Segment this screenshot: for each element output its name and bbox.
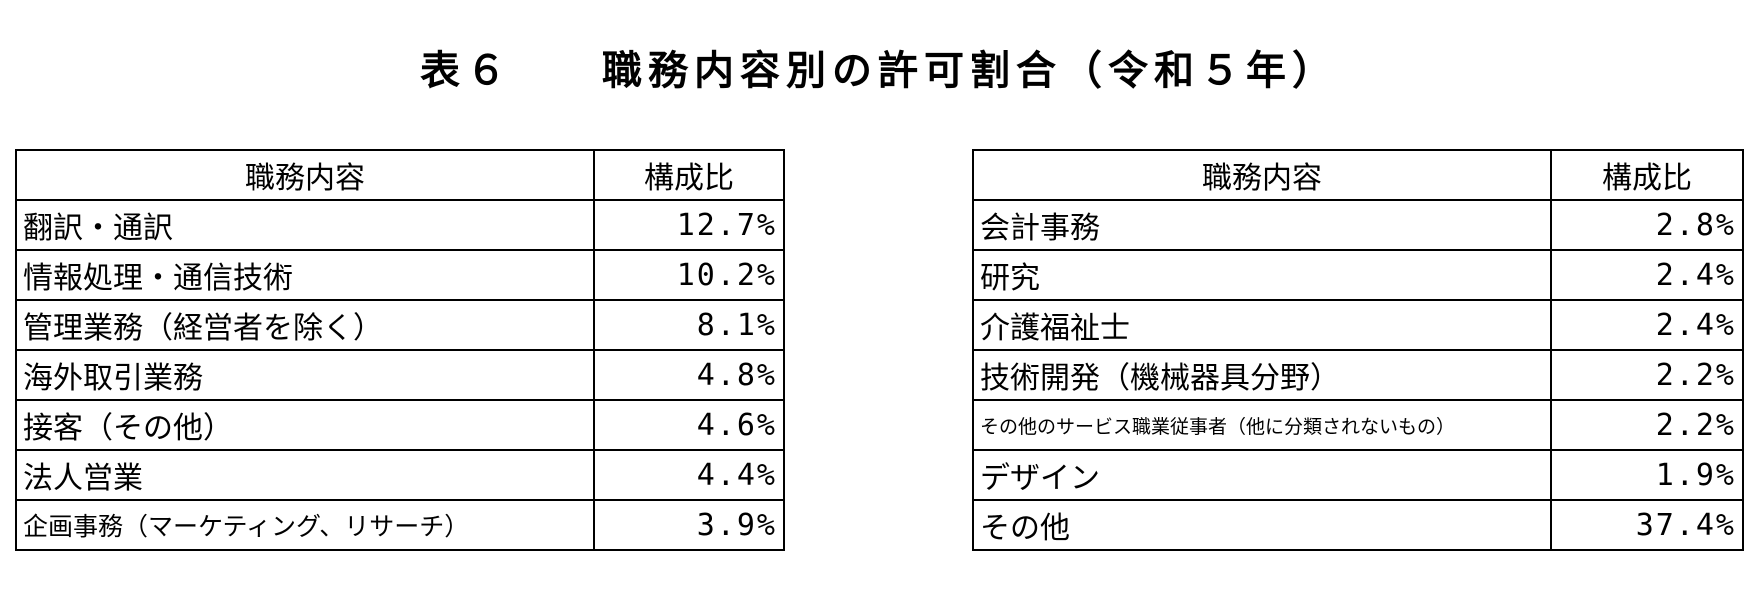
job-cell: 研究	[972, 249, 1552, 301]
job-cell: 接客（その他）	[15, 399, 595, 451]
ratio-cell: 2.2%	[1550, 399, 1744, 451]
ratio-cell: 3.9%	[593, 499, 785, 551]
job-cell: 管理業務（経営者を除く）	[15, 299, 595, 351]
table-row: その他 37.4%	[972, 499, 1744, 551]
table-row: 翻訳・通訳 12.7%	[15, 199, 785, 251]
page-title: 表６ 職務内容別の許可割合（令和５年）	[0, 38, 1758, 96]
job-cell: 情報処理・通信技術	[15, 249, 595, 301]
header-row: 職務内容 構成比	[15, 149, 785, 201]
header-job: 職務内容	[972, 149, 1552, 201]
job-cell: デザイン	[972, 449, 1552, 501]
ratio-cell: 2.8%	[1550, 199, 1744, 251]
table-row: 介護福祉士 2.4%	[972, 299, 1744, 351]
header-ratio: 構成比	[593, 149, 785, 201]
header-job: 職務内容	[15, 149, 595, 201]
ratio-cell: 8.1%	[593, 299, 785, 351]
ratio-cell: 37.4%	[1550, 499, 1744, 551]
ratio-cell: 1.9%	[1550, 449, 1744, 501]
table-row: 法人営業 4.4%	[15, 449, 785, 501]
header-row: 職務内容 構成比	[972, 149, 1744, 201]
ratio-cell: 2.4%	[1550, 249, 1744, 301]
job-cell: 企画事務（マーケティング、リサーチ）	[15, 499, 595, 551]
table-row: 情報処理・通信技術 10.2%	[15, 249, 785, 301]
ratio-cell: 4.4%	[593, 449, 785, 501]
job-cell: 介護福祉士	[972, 299, 1552, 351]
table-row: 管理業務（経営者を除く） 8.1%	[15, 299, 785, 351]
table-row: 研究 2.4%	[972, 249, 1744, 301]
job-cell: 翻訳・通訳	[15, 199, 595, 251]
job-cell: 会計事務	[972, 199, 1552, 251]
table-row: 会計事務 2.8%	[972, 199, 1744, 251]
job-cell: 技術開発（機械器具分野）	[972, 349, 1552, 401]
table-row: 接客（その他） 4.6%	[15, 399, 785, 451]
job-cell: その他のサービス職業従事者（他に分類されないもの）	[972, 399, 1552, 451]
table-row: その他のサービス職業従事者（他に分類されないもの） 2.2%	[972, 399, 1744, 451]
job-ratio-table-right: 職務内容 構成比 会計事務 2.8% 研究 2.4% 介護福祉士 2.4% 技術…	[972, 149, 1744, 551]
table-number: 表６	[420, 48, 512, 94]
ratio-cell: 4.8%	[593, 349, 785, 401]
header-ratio: 構成比	[1550, 149, 1744, 201]
ratio-cell: 2.4%	[1550, 299, 1744, 351]
ratio-cell: 10.2%	[593, 249, 785, 301]
job-ratio-table-left: 職務内容 構成比 翻訳・通訳 12.7% 情報処理・通信技術 10.2% 管理業…	[15, 149, 785, 551]
table-row: 企画事務（マーケティング、リサーチ） 3.9%	[15, 499, 785, 551]
ratio-cell: 2.2%	[1550, 349, 1744, 401]
job-cell: 海外取引業務	[15, 349, 595, 401]
ratio-cell: 12.7%	[593, 199, 785, 251]
ratio-cell: 4.6%	[593, 399, 785, 451]
table-title: 職務内容別の許可割合（令和５年）	[602, 48, 1338, 94]
table-row: 海外取引業務 4.8%	[15, 349, 785, 401]
table-row: デザイン 1.9%	[972, 449, 1744, 501]
job-cell: 法人営業	[15, 449, 595, 501]
job-cell: その他	[972, 499, 1552, 551]
table-row: 技術開発（機械器具分野） 2.2%	[972, 349, 1744, 401]
